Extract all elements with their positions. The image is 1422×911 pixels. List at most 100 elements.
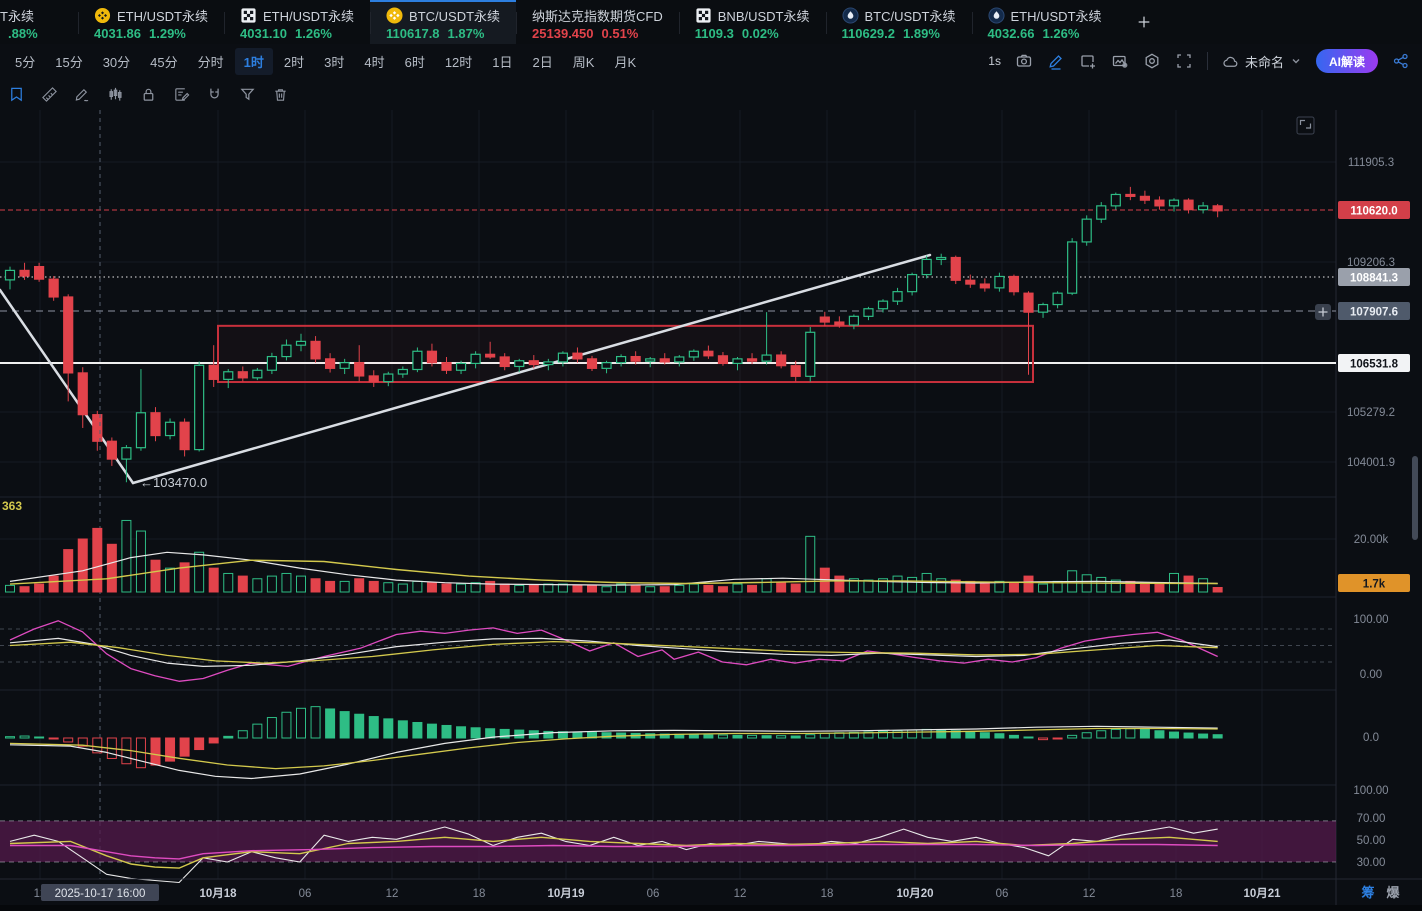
settings-icon[interactable] — [1143, 52, 1161, 70]
draw-icon[interactable] — [1047, 52, 1065, 70]
svg-text:18: 18 — [1170, 888, 1183, 900]
svg-text:110620.0: 110620.0 — [1350, 206, 1397, 218]
tab-symbol-name: ETH/USDT永续 — [263, 6, 354, 25]
tab-change-pct: 0.02% — [742, 26, 779, 41]
svg-text:18: 18 — [821, 888, 834, 900]
pane-maximize-icon[interactable] — [1297, 117, 1314, 134]
price-badge-gray: 108841.3 — [1338, 268, 1410, 286]
svg-text:2025-10-17 16:00: 2025-10-17 16:00 — [55, 888, 146, 900]
svg-text:111905.3: 111905.3 — [1348, 157, 1394, 169]
tab-symbol-name: ETH/USDT永续 — [1011, 6, 1102, 25]
instrument-tab[interactable]: BTC/USDT永续110617.81.87% — [370, 0, 516, 44]
instrument-tab[interactable]: BNB/USDT永续1109.30.02% — [679, 0, 826, 44]
trash-icon[interactable] — [272, 86, 289, 103]
svg-text:←103470.0: ←103470.0 — [140, 475, 207, 490]
rsi-pane[interactable] — [0, 821, 1336, 883]
timeframe-30分[interactable]: 30分 — [94, 48, 139, 75]
share-icon[interactable] — [1392, 52, 1410, 70]
timeframe-月K[interactable]: 月K — [605, 48, 645, 75]
chart-area[interactable]: ←103470.0363111905.3109206.3105279.21040… — [0, 110, 1422, 911]
binance-icon — [386, 7, 403, 24]
low-price-annotation: ←103470.0 — [140, 475, 207, 490]
add-panel-icon[interactable] — [1079, 52, 1097, 70]
ai-analysis-button[interactable]: AI解读 — [1316, 49, 1378, 73]
drawing-rectangle[interactable] — [218, 326, 1033, 382]
svg-text:10月20: 10月20 — [896, 887, 933, 900]
timeframe-1日[interactable]: 1日 — [483, 48, 521, 75]
volume-pane[interactable] — [6, 520, 1223, 592]
timeframe-15分[interactable]: 15分 — [46, 48, 91, 75]
timeframe-5分[interactable]: 5分 — [6, 48, 44, 75]
binance-coin-icon — [94, 7, 111, 24]
magnet-icon[interactable] — [206, 86, 223, 103]
cursor-tool-icon[interactable] — [8, 86, 25, 103]
tab-change-pct: 1.26% — [295, 26, 332, 41]
pattern-icon[interactable] — [107, 86, 124, 103]
timeframe-4时[interactable]: 4时 — [355, 48, 393, 75]
chips-distribution-toggle[interactable]: 筹 — [1361, 885, 1374, 900]
svg-text:20.00k: 20.00k — [1354, 534, 1389, 546]
drawing-toolbar — [0, 78, 1422, 110]
instrument-tab[interactable]: T永续.88% — [0, 0, 78, 44]
svg-text:70.00: 70.00 — [1357, 813, 1386, 825]
timeframe-2时[interactable]: 2时 — [275, 48, 313, 75]
tab-symbol-name: BTC/USDT永续 — [409, 6, 500, 25]
instrument-tabbar: T永续.88%ETH/USDT永续4031.861.29%ETH/USDT永续4… — [0, 0, 1422, 44]
timeframe-45分[interactable]: 45分 — [141, 48, 186, 75]
svg-text:50.00: 50.00 — [1357, 835, 1386, 847]
note-icon[interactable] — [173, 86, 190, 103]
filter-icon[interactable] — [239, 86, 256, 103]
tab-price-change: .88% — [0, 26, 38, 41]
svg-text:12: 12 — [386, 888, 399, 900]
snapshot-icon[interactable] — [1111, 52, 1129, 70]
instrument-tab[interactable]: ETH/USDT永续4032.661.26% — [972, 0, 1118, 44]
svg-text:0.0: 0.0 — [1363, 732, 1379, 744]
time-axis[interactable]: 122025-10-17 16:0010月1806121810月19061218… — [0, 879, 1422, 911]
okx-icon — [695, 7, 712, 24]
tab-price-change: 110617.81.87% — [386, 26, 500, 41]
timeframe-12时[interactable]: 12时 — [436, 48, 481, 75]
partial-indicator-value: 363 — [2, 499, 22, 513]
svg-text:18: 18 — [473, 888, 486, 900]
instrument-tab[interactable]: BTC/USDT永续110629.21.89% — [826, 0, 972, 44]
fullscreen-icon[interactable] — [1175, 52, 1193, 70]
ruler-icon[interactable] — [41, 86, 58, 103]
timeframe-6时[interactable]: 6时 — [396, 48, 434, 75]
timeframe-list: 5分15分30分45分分时1时2时3时4时6时12时1日2日周K月K — [0, 48, 645, 75]
lock-icon[interactable] — [140, 86, 157, 103]
instrument-tab[interactable]: ETH/USDT永续4031.101.26% — [224, 0, 370, 44]
tab-last-price: 110629.2 — [842, 26, 896, 41]
price-chart: ←103470.0363111905.3109206.3105279.21040… — [0, 110, 1422, 911]
kdj-pane[interactable] — [0, 621, 1336, 682]
toolbar-divider — [1207, 52, 1208, 70]
liquidation-toggle[interactable]: 爆 — [1386, 885, 1400, 900]
coin-dark-icon — [842, 7, 859, 24]
timeframe-1时[interactable]: 1时 — [235, 48, 273, 75]
svg-text:1.7k: 1.7k — [1363, 579, 1386, 591]
instrument-tab[interactable]: ETH/USDT永续4031.861.29% — [78, 0, 224, 44]
chart-tools: 1s 未命名 AI解读 — [988, 49, 1422, 73]
tab-symbol-name: T永续 — [0, 6, 34, 25]
timeframe-周K[interactable]: 周K — [564, 48, 604, 75]
svg-text:10月19: 10月19 — [547, 887, 584, 900]
svg-text:12: 12 — [1083, 888, 1096, 900]
add-tab-button[interactable] — [1118, 0, 1170, 44]
workspace-selector[interactable]: 未命名 — [1222, 52, 1302, 71]
pencil-icon[interactable] — [74, 86, 91, 103]
timeframe-3时[interactable]: 3时 — [315, 48, 353, 75]
svg-text:109206.3: 109206.3 — [1347, 257, 1395, 269]
main-pane[interactable]: ←103470.0 363 — [0, 110, 1336, 879]
price-badge-last-price: 110620.0 — [1338, 201, 1410, 219]
camera-icon[interactable] — [1015, 52, 1033, 70]
price-axis[interactable]: 111905.3109206.3105279.2104001.9110620.0… — [1315, 157, 1418, 869]
alert-plus-button[interactable] — [1315, 304, 1331, 320]
svg-text:100.00: 100.00 — [1353, 785, 1388, 797]
axis-scrollbar[interactable] — [1412, 456, 1418, 540]
timeframe-2日[interactable]: 2日 — [524, 48, 562, 75]
macd-pane[interactable] — [6, 707, 1223, 779]
tab-price-change: 4031.101.26% — [240, 26, 354, 41]
tab-last-price: 4031.86 — [94, 26, 141, 41]
tab-symbol-name: BNB/USDT永续 — [718, 6, 810, 25]
timeframe-分时[interactable]: 分时 — [189, 48, 233, 75]
instrument-tab[interactable]: 纳斯达克指数期货CFD25139.4500.51% — [516, 0, 679, 44]
